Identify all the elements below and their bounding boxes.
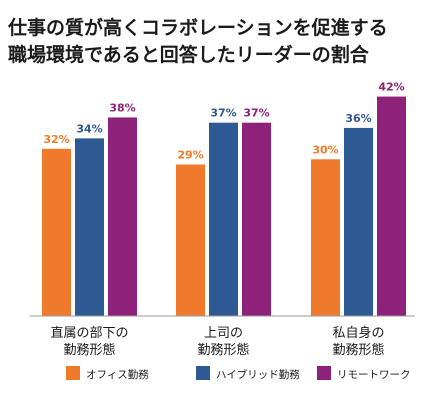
data-label-hybrid-0: 34%: [76, 122, 102, 135]
category-label-1-line-0: 上司の: [204, 326, 243, 341]
data-label-office-1: 29%: [177, 148, 203, 161]
bar-remote-0: [108, 117, 137, 316]
legend-swatch-office: [66, 366, 80, 380]
data-label-hybrid-2: 36%: [345, 112, 371, 125]
legend-label-office: オフィス勤務: [86, 368, 149, 381]
data-label-remote-1: 37%: [243, 107, 269, 120]
data-label-hybrid-1: 37%: [210, 107, 236, 120]
data-label-remote-0: 38%: [109, 101, 135, 114]
category-label-2-line-0: 私自身の: [332, 325, 384, 341]
chart-title-line-2: 職場環境であると回答したリーダーの割合: [8, 43, 370, 66]
bar-hybrid-0: [75, 138, 104, 316]
bar-office-2: [311, 159, 340, 316]
data-label-remote-2: 42%: [378, 81, 404, 94]
category-label-2-line-1: 勤務形態: [332, 342, 384, 358]
data-label-office-0: 32%: [43, 133, 69, 146]
bar-remote-1: [242, 122, 271, 316]
bars-layer: 32% 34% 38% 29% 37% 37% 30% 36% 42%: [42, 81, 406, 316]
data-label-office-2: 30%: [312, 143, 338, 156]
category-label-0-line-1: 勤務形態: [63, 342, 115, 358]
category-label-1-line-1: 勤務形態: [197, 342, 249, 358]
bar-hybrid-2: [344, 127, 373, 316]
legend-label-remote: リモートワーク: [337, 369, 411, 381]
legend-swatch-remote: [317, 366, 331, 380]
category-label-0-line-0: 直属の部下の: [50, 326, 128, 341]
bar-remote-2: [377, 96, 406, 316]
legend-swatch-hybrid: [196, 366, 210, 380]
bar-hybrid-1: [209, 122, 238, 316]
legend: オフィス勤務 ハイブリッド勤務 リモートワーク: [66, 366, 411, 381]
chart-title-line-1: 仕事の質が高くコラボレーションを促進する: [7, 16, 388, 39]
bar-office-0: [42, 148, 71, 316]
bar-office-1: [176, 164, 205, 316]
legend-label-hybrid: ハイブリッド勤務: [216, 368, 300, 381]
